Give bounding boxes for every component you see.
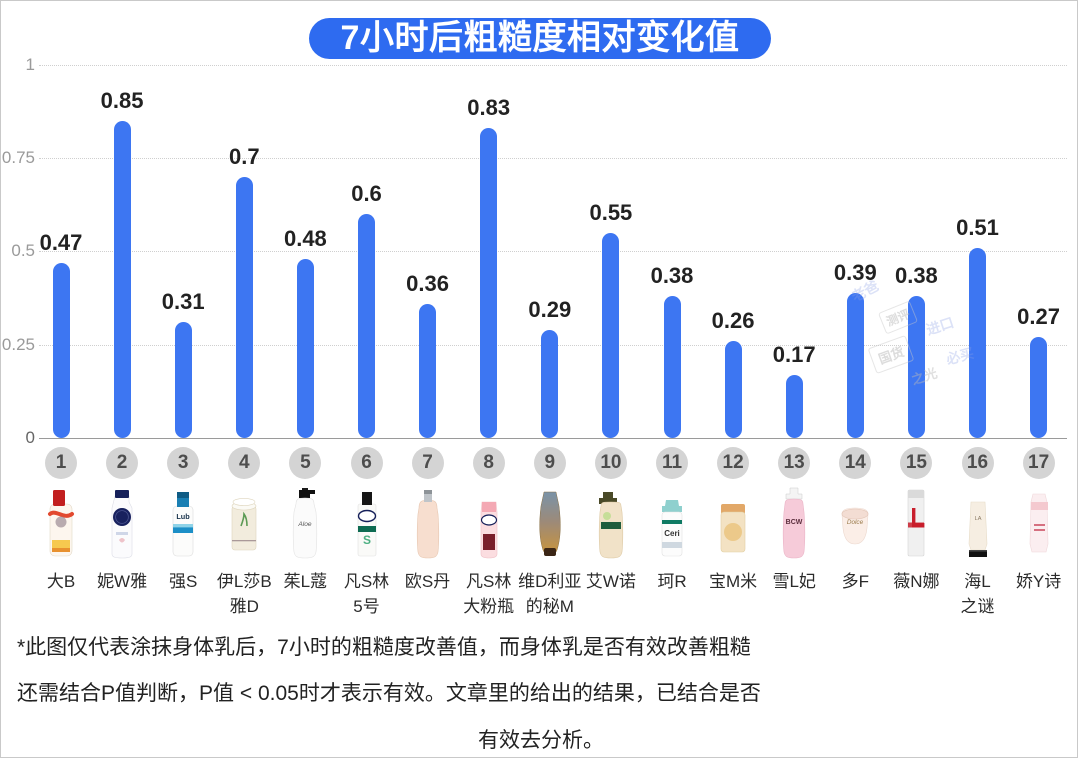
svg-text:Aloe: Aloe [298, 521, 313, 528]
svg-text:BCW: BCW [786, 519, 803, 526]
svg-text:S: S [362, 533, 370, 547]
svg-text:LA: LA [974, 516, 981, 522]
svg-text:Ceri: Ceri [664, 529, 680, 538]
svg-text:Lub: Lub [177, 512, 191, 521]
svg-text:Dolce: Dolce [847, 519, 864, 526]
